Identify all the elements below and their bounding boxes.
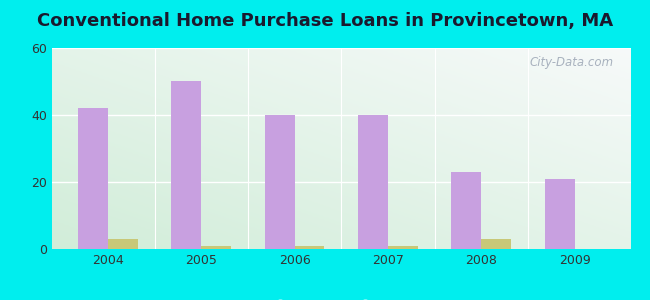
Bar [78,108,108,249]
Bar [265,115,294,249]
Text: Conventional Home Purchase Loans in Provincetown, MA: Conventional Home Purchase Loans in Prov… [37,12,613,30]
Bar [481,239,511,249]
Bar [172,82,202,249]
Bar [545,178,575,249]
Bar [388,246,418,249]
Bar [451,172,481,249]
Legend: HMDA, PMIC: HMDA, PMIC [261,296,421,300]
Bar [202,246,231,249]
Bar [358,115,388,249]
Bar [108,239,138,249]
Bar [294,246,324,249]
Text: City-Data.com: City-Data.com [529,56,613,69]
